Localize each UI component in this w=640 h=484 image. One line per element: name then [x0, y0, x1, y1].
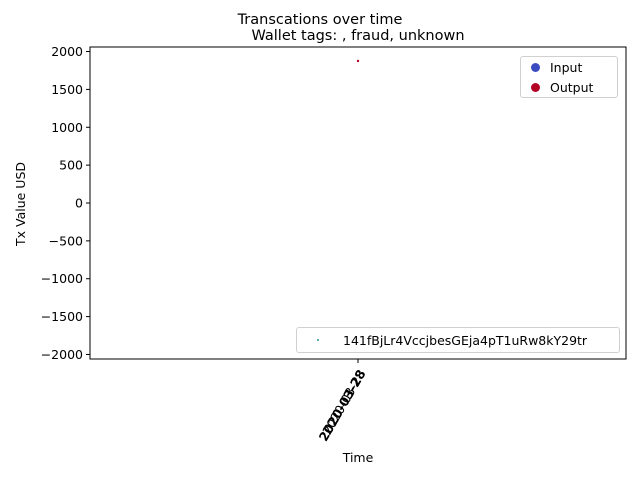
points-layer [356, 59, 360, 63]
legend-label-wallet: 141fBjLr4VccjbesGEja4pT1uRw8kY29tr [343, 332, 588, 348]
y-tick-label: 2000 [51, 44, 83, 59]
legend-entry-input: Input [521, 57, 617, 77]
legend-label-input: Input [550, 59, 583, 75]
y-tick-label: −1000 [41, 271, 83, 286]
y-axis-label: Tx Value USD [13, 162, 28, 247]
legend-lower: 141fBjLr4VccjbesGEja4pT1uRw8kY29tr [296, 327, 620, 353]
chart-suptitle: Transcations over time [237, 12, 403, 28]
data-point [356, 59, 360, 63]
y-tick-label: −500 [49, 233, 83, 248]
x-tick-label: 2020-03-28 [316, 367, 369, 444]
output-marker-icon [531, 82, 540, 92]
input-marker-icon [531, 62, 540, 72]
legend-upper: Input Output [520, 56, 618, 98]
legend-entry-output: Output [521, 77, 617, 97]
x-axis-label: Time [342, 450, 374, 465]
y-tick-label: 0 [75, 196, 83, 211]
legend-entry-wallet: 141fBjLr4VccjbesGEja4pT1uRw8kY29tr [297, 328, 619, 352]
y-tick-label: 1500 [51, 82, 83, 97]
y-tick-label: −2000 [41, 347, 83, 362]
y-tick-label: −1500 [41, 309, 83, 324]
legend-label-output: Output [550, 79, 594, 95]
y-tick-label: 1000 [51, 120, 83, 135]
chart-title: Wallet tags: , fraud, unknown [251, 28, 464, 44]
wallet-marker-icon [317, 339, 319, 341]
y-tick-label: 500 [59, 158, 83, 173]
axes-frame [89, 46, 627, 360]
